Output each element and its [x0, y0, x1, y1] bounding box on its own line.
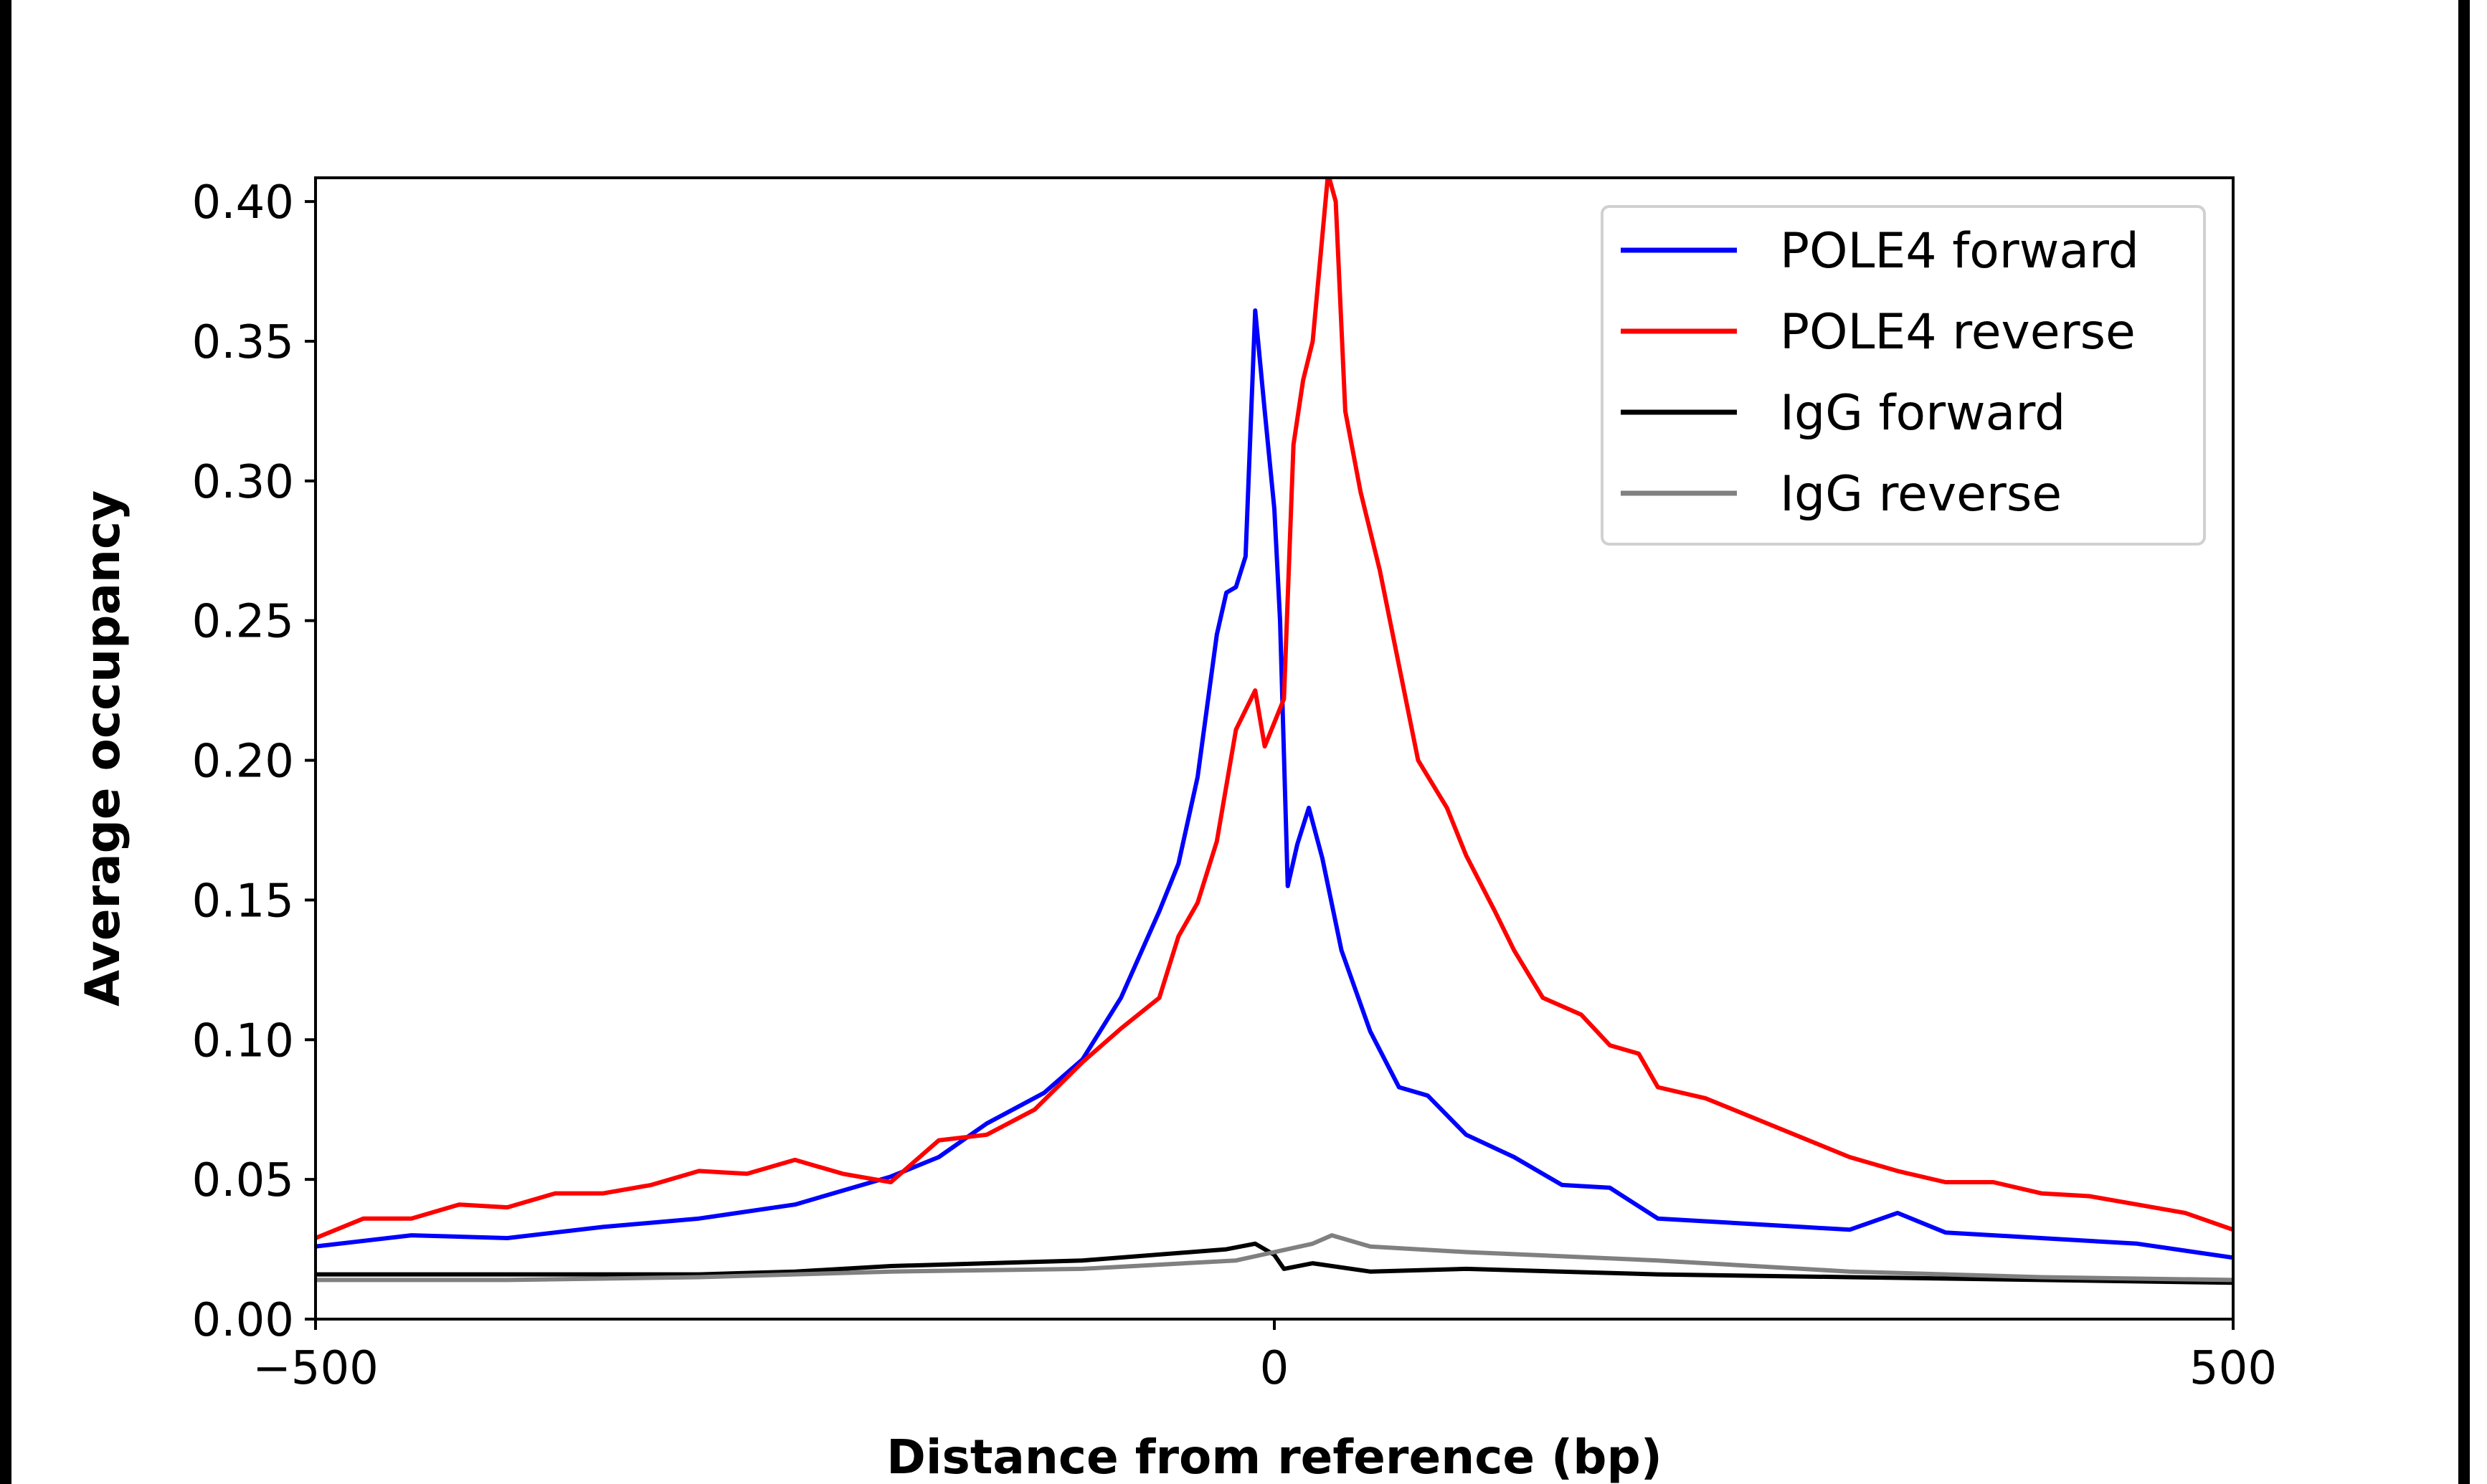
y-axis-label: Average occupancy	[75, 490, 131, 1007]
right-border	[2458, 0, 2470, 1484]
legend-label: IgG forward	[1780, 385, 2065, 442]
y-tick-label: 0.15	[192, 875, 295, 928]
series-line-pole4-reverse	[316, 178, 2233, 1240]
series-lines	[316, 178, 2233, 1285]
series-line-igg-reverse	[316, 1233, 2233, 1283]
legend-item: POLE4 reverse	[1621, 304, 2136, 361]
legend: POLE4 forward POLE4 reverse IgG forward IgG…	[1601, 205, 2206, 546]
legend-label: IgG reverse	[1780, 466, 2062, 523]
y-tick-label: 0.00	[192, 1294, 295, 1347]
legend-item: POLE4 forward	[1621, 223, 2139, 280]
x-tick-label: −500	[252, 1342, 379, 1395]
x-axis-label: Distance from reference (bp)	[886, 1430, 1662, 1484]
y-tick-label: 0.20	[192, 736, 295, 789]
y-axis: 0.00 0.05 0.10 0.15 0.20 0.25 0.30 0.35 0.40	[192, 176, 316, 1347]
y-tick-label: 0.25	[192, 596, 295, 649]
legend-label: POLE4 forward	[1780, 223, 2139, 280]
series-line-igg-forward	[316, 1241, 2233, 1285]
legend-label: POLE4 reverse	[1780, 304, 2136, 361]
legend-item: IgG forward	[1621, 385, 2065, 442]
y-tick-label: 0.35	[192, 316, 295, 369]
x-axis: −500 0 500	[252, 1319, 2277, 1395]
x-tick-label: 0	[1260, 1342, 1289, 1395]
left-border	[0, 0, 11, 1484]
y-tick-label: 0.30	[192, 456, 295, 509]
series-line-pole4-forward	[316, 308, 2233, 1260]
x-tick-label: 500	[2189, 1342, 2277, 1395]
legend-item: IgG reverse	[1621, 466, 2062, 523]
y-tick-label: 0.05	[192, 1154, 295, 1207]
y-tick-label: 0.10	[192, 1014, 295, 1067]
y-tick-label: 0.40	[192, 176, 295, 229]
legend-box	[1601, 205, 2206, 546]
